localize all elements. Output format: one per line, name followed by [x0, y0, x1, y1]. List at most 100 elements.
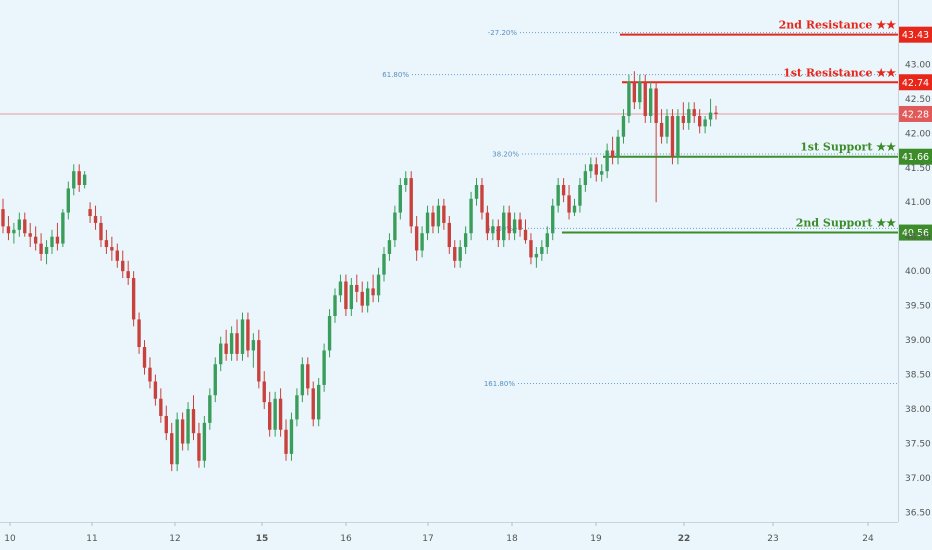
candle-down: [692, 109, 696, 117]
candle-up: [589, 164, 593, 172]
candle-down: [431, 212, 435, 227]
fib-label: 161.80%: [484, 380, 515, 388]
x-tick-label: 10: [4, 534, 16, 544]
candle-up: [708, 112, 713, 120]
y-tick-label: 41.50: [905, 164, 931, 174]
x-tick-label: 16: [340, 534, 352, 544]
candle-up: [578, 184, 582, 206]
candle-down: [697, 116, 702, 127]
candle-up: [648, 88, 653, 117]
candle-down: [142, 347, 147, 368]
support-price-label: 40.56: [902, 228, 929, 239]
candle-down: [115, 250, 119, 261]
candle-up: [322, 350, 326, 385]
candle-up: [404, 178, 408, 185]
candle-down: [148, 367, 152, 382]
candle-up: [540, 247, 544, 254]
x-axis: 10 11 12 15 16 17 18 19 22 23 24: [4, 522, 874, 544]
candle-down: [447, 222, 451, 248]
candle-up: [251, 340, 256, 351]
y-axis[interactable]: 36.50 37.00 37.50 38.00 38.50 39.00 39.50 40.00…: [905, 60, 931, 518]
support-title: 2nd Support ★★: [796, 217, 896, 230]
candle-up: [534, 253, 539, 258]
current-price-label: 42.28: [902, 109, 929, 120]
candle-down: [257, 340, 261, 382]
candle-up: [273, 398, 277, 430]
candle-up: [365, 288, 370, 306]
candle-down: [561, 184, 566, 196]
x-tick-label: 24: [862, 534, 874, 544]
resistance-title: 1st Resistance ★★: [783, 66, 896, 79]
candle-up: [551, 205, 555, 234]
candle-down: [110, 247, 114, 251]
candle-up: [545, 233, 549, 248]
y-tick-label: 38.00: [905, 405, 931, 415]
candle-up: [61, 212, 65, 244]
candle-up: [240, 319, 245, 354]
candle-up: [338, 281, 343, 296]
labels-layer: 43.43 42.74 41.66 40.56 42.28: [899, 26, 932, 241]
candle-up: [300, 364, 305, 396]
candle-up: [186, 409, 190, 444]
support-title: 1st Support ★★: [800, 141, 896, 154]
candle-down: [681, 116, 686, 123]
candle-up: [638, 81, 642, 103]
candle-up: [491, 226, 495, 234]
candle-up: [703, 119, 707, 127]
candle-up: [387, 240, 392, 254]
candle-down: [6, 226, 11, 234]
candle-down: [197, 433, 201, 461]
candle-down: [518, 219, 522, 230]
current-price-box: [899, 105, 932, 122]
x-tick-label: 17: [422, 534, 433, 544]
candle-down: [523, 229, 528, 241]
candle-down: [632, 81, 637, 103]
candle-down: [453, 247, 457, 261]
candle-down: [121, 260, 125, 272]
fib-label: -27.20%: [488, 29, 518, 37]
candle-up: [665, 116, 669, 137]
candle-up: [333, 295, 337, 316]
candle-down: [567, 195, 571, 213]
y-tick-label: 41.00: [905, 198, 931, 208]
resistance-title: 2nd Resistance ★★: [779, 19, 896, 32]
candle-down: [507, 212, 511, 234]
candle-up: [556, 184, 560, 206]
y-tick-label: 36.50: [905, 508, 931, 518]
candle-down: [235, 333, 239, 354]
candle-up: [398, 184, 403, 213]
candle-down: [284, 429, 288, 454]
candles-layer: [1, 71, 718, 472]
candle-down: [77, 171, 81, 185]
x-tick-label: 18: [506, 534, 518, 544]
candle-up: [316, 384, 321, 420]
candle-down: [480, 184, 484, 213]
candle-down: [409, 178, 413, 227]
candle-down: [659, 122, 664, 137]
candle-down: [485, 212, 490, 234]
candle-down: [170, 433, 174, 465]
candle-up: [202, 422, 207, 461]
candle-up: [627, 81, 631, 117]
candle-up: [512, 219, 517, 234]
candle-up: [44, 247, 49, 254]
candle-up: [72, 171, 76, 189]
y-tick-label: 42.00: [905, 129, 931, 139]
candle-down: [191, 409, 196, 434]
candle-down: [360, 291, 364, 306]
candle-up: [208, 395, 212, 423]
candle-down: [131, 278, 136, 320]
y-tick-label: 39.50: [905, 302, 931, 312]
candle-up: [50, 236, 54, 248]
candle-down: [278, 398, 283, 430]
candle-down: [153, 381, 158, 399]
candle-up: [349, 284, 354, 310]
candle-down: [529, 240, 533, 258]
candle-down: [268, 402, 272, 430]
candle-up: [572, 205, 577, 213]
candle-down: [164, 415, 168, 434]
candle-down: [93, 216, 98, 223]
